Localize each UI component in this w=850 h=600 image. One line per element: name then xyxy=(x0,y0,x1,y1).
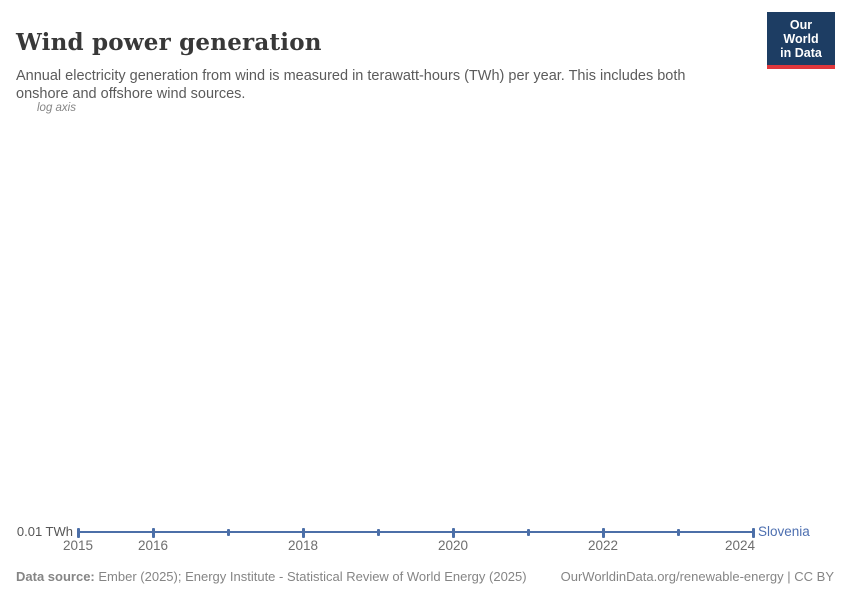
owid-logo-line2: in Data xyxy=(780,46,822,60)
entity-label-slovenia[interactable]: Slovenia xyxy=(758,524,810,539)
series-line-slovenia[interactable] xyxy=(78,531,753,533)
data-point-2023[interactable] xyxy=(677,529,680,536)
y-axis-tick-label: 0.01 TWh xyxy=(16,524,73,539)
data-point-2022[interactable] xyxy=(602,528,605,538)
data-source-label: Data source: xyxy=(16,569,95,584)
x-tick-label-2018: 2018 xyxy=(287,538,319,553)
chart-subtitle: Annual electricity generation from wind … xyxy=(16,67,686,102)
data-point-2016[interactable] xyxy=(152,528,155,538)
data-point-2020[interactable] xyxy=(452,528,455,538)
owid-logo-line1: Our World xyxy=(783,18,819,46)
origin-url-note: OurWorldinData.org/renewable-energy | CC… xyxy=(560,569,834,584)
x-tick-label-2020: 2020 xyxy=(437,538,469,553)
data-source-note: Data source: Ember (2025); Energy Instit… xyxy=(16,569,527,584)
data-source-text: Ember (2025); Energy Institute - Statist… xyxy=(98,569,527,584)
data-point-2024[interactable] xyxy=(752,528,755,538)
log-axis-note[interactable]: log axis xyxy=(37,102,76,114)
x-tick-label-2024: 2024 xyxy=(724,538,756,553)
owid-logo[interactable]: Our World in Data xyxy=(767,12,835,69)
page-title: Wind power generation xyxy=(16,29,322,57)
data-point-2021[interactable] xyxy=(527,529,530,536)
data-point-2018[interactable] xyxy=(302,528,305,538)
x-tick-label-2022: 2022 xyxy=(587,538,619,553)
x-tick-label-2016: 2016 xyxy=(137,538,169,553)
data-point-2015[interactable] xyxy=(77,528,80,538)
chart-footer: Data source: Ember (2025); Energy Instit… xyxy=(16,569,834,584)
x-tick-label-2015: 2015 xyxy=(62,538,94,553)
data-point-2017[interactable] xyxy=(227,529,230,536)
data-point-2019[interactable] xyxy=(377,529,380,536)
